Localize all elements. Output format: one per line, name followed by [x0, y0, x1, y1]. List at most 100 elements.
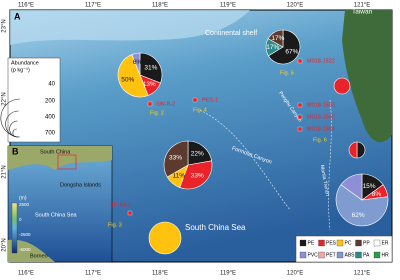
lon-tick-label: 119°E — [220, 3, 236, 9]
legend-swatch — [299, 251, 307, 259]
legend-label: ABS — [345, 252, 356, 258]
legend-swatch — [336, 251, 344, 259]
station-label: M018-1562 — [307, 114, 335, 120]
lon-tick-label: 121°E — [354, 3, 370, 9]
station-label: M018-1564 — [307, 126, 335, 132]
pie-label: 17% — [266, 44, 279, 51]
pie-label: 31% — [144, 64, 157, 71]
legend-label: PC — [345, 240, 352, 246]
pie-label: 22% — [191, 151, 204, 158]
pie-slice — [356, 141, 366, 159]
colorbar-unit: (m) — [19, 195, 27, 201]
colorbar-tick: -2500 — [19, 232, 31, 237]
trench — [328, 99, 332, 231]
legend-title: Abundance — [11, 60, 39, 66]
legend-label: HR — [382, 252, 390, 258]
canyon — [199, 109, 291, 211]
pie-label: 17% — [271, 35, 284, 42]
inset-land — [8, 146, 112, 170]
legend-swatch — [373, 251, 381, 259]
pie-label: 15% — [363, 183, 376, 190]
pie-label: 67% — [285, 49, 298, 56]
legend-label: PET — [326, 252, 336, 258]
inset-label: Dongsha Islands — [60, 182, 101, 188]
figure-ref: Fig. 4 — [193, 107, 207, 113]
station-label: SW-B-2 — [156, 101, 175, 107]
legend-label: PVC — [308, 252, 319, 258]
station — [297, 114, 303, 120]
colorbar — [11, 202, 18, 254]
figure-ref: Fig. 6 — [313, 137, 327, 143]
station-label: M018-1522 — [307, 58, 335, 64]
panel-label: B — [12, 146, 19, 156]
pie-label: 8% — [372, 191, 382, 198]
inset-label: South China — [40, 149, 71, 155]
lat-tick-label: 22°N — [2, 92, 8, 105]
lon-tick-label: 118°E — [152, 271, 168, 277]
pie-slice — [139, 52, 163, 84]
pie-label: 33% — [169, 155, 182, 162]
lon-tick-label: 118°E — [152, 3, 168, 9]
lon-tick-label: 120°E — [287, 3, 303, 9]
lon-tick-label: 116°E — [18, 271, 34, 277]
station — [147, 101, 153, 107]
station-label: M018-1553 — [307, 102, 335, 108]
station — [297, 58, 303, 64]
legend-label: PE — [308, 240, 315, 246]
place-label: South China Sea — [185, 223, 246, 232]
lat-tick-label: 23°N — [2, 19, 8, 32]
pie-slice — [335, 184, 389, 227]
pie-slice — [163, 140, 189, 178]
legend-swatch — [299, 239, 307, 247]
legend-swatch — [355, 251, 362, 259]
legend-swatch — [318, 251, 325, 259]
inset-box — [57, 154, 77, 170]
legend-label: PES — [326, 240, 337, 246]
abundance-value: 40 — [48, 82, 55, 88]
inset-land — [8, 239, 55, 262]
figure-ref: Fig. 2 — [150, 110, 164, 116]
shelf — [10, 10, 250, 45]
place-label: Manila Trench — [319, 165, 330, 197]
station — [127, 210, 133, 216]
abundance-value: 200 — [45, 99, 56, 105]
pie-slice — [117, 54, 149, 98]
station-label: PES-1 — [202, 97, 218, 103]
pie-slice — [348, 141, 358, 159]
legend-label: ER — [382, 240, 389, 246]
abundance-value: 400 — [45, 115, 56, 121]
pie-label: 50% — [121, 77, 134, 84]
legend-unit: (p kg⁻¹) — [11, 67, 30, 73]
lon-tick-label: 117°E — [85, 3, 101, 9]
abundance-value: 700 — [45, 131, 56, 137]
colorbar-tick: 2500 — [19, 202, 30, 207]
legend-label: PP — [363, 240, 370, 246]
legend-swatch — [318, 239, 325, 247]
abundance-ring — [0, 98, 20, 138]
place-label: Taiwan — [352, 9, 373, 16]
pie-label: 6% — [133, 59, 143, 66]
lat-tick-label: 20°N — [2, 238, 8, 251]
station — [192, 97, 198, 103]
lon-tick-label: 116°E — [18, 3, 34, 9]
panel-label: A — [14, 11, 21, 21]
pie-slice — [148, 221, 182, 255]
pie-label: 62% — [352, 212, 365, 219]
figure-ref: Fig. 5 — [280, 70, 294, 76]
colorbar-tick: 0 — [19, 217, 22, 222]
pie-label: 13% — [143, 81, 156, 88]
lon-tick-label: 119°E — [220, 271, 236, 277]
abundance-legend-box — [7, 57, 61, 143]
pie-slice — [179, 160, 213, 190]
pie-slice — [187, 140, 212, 166]
place-label: Continental shelf — [205, 30, 257, 37]
pie-slice — [267, 29, 284, 48]
pie-label: 33% — [191, 173, 204, 180]
pie-slice — [333, 77, 351, 95]
station-label: SP-A3-1 — [110, 202, 131, 208]
lon-tick-label: 121°E — [354, 271, 370, 277]
lon-tick-label: 120°E — [287, 271, 303, 277]
figure-ref: Fig. 3 — [108, 222, 122, 228]
